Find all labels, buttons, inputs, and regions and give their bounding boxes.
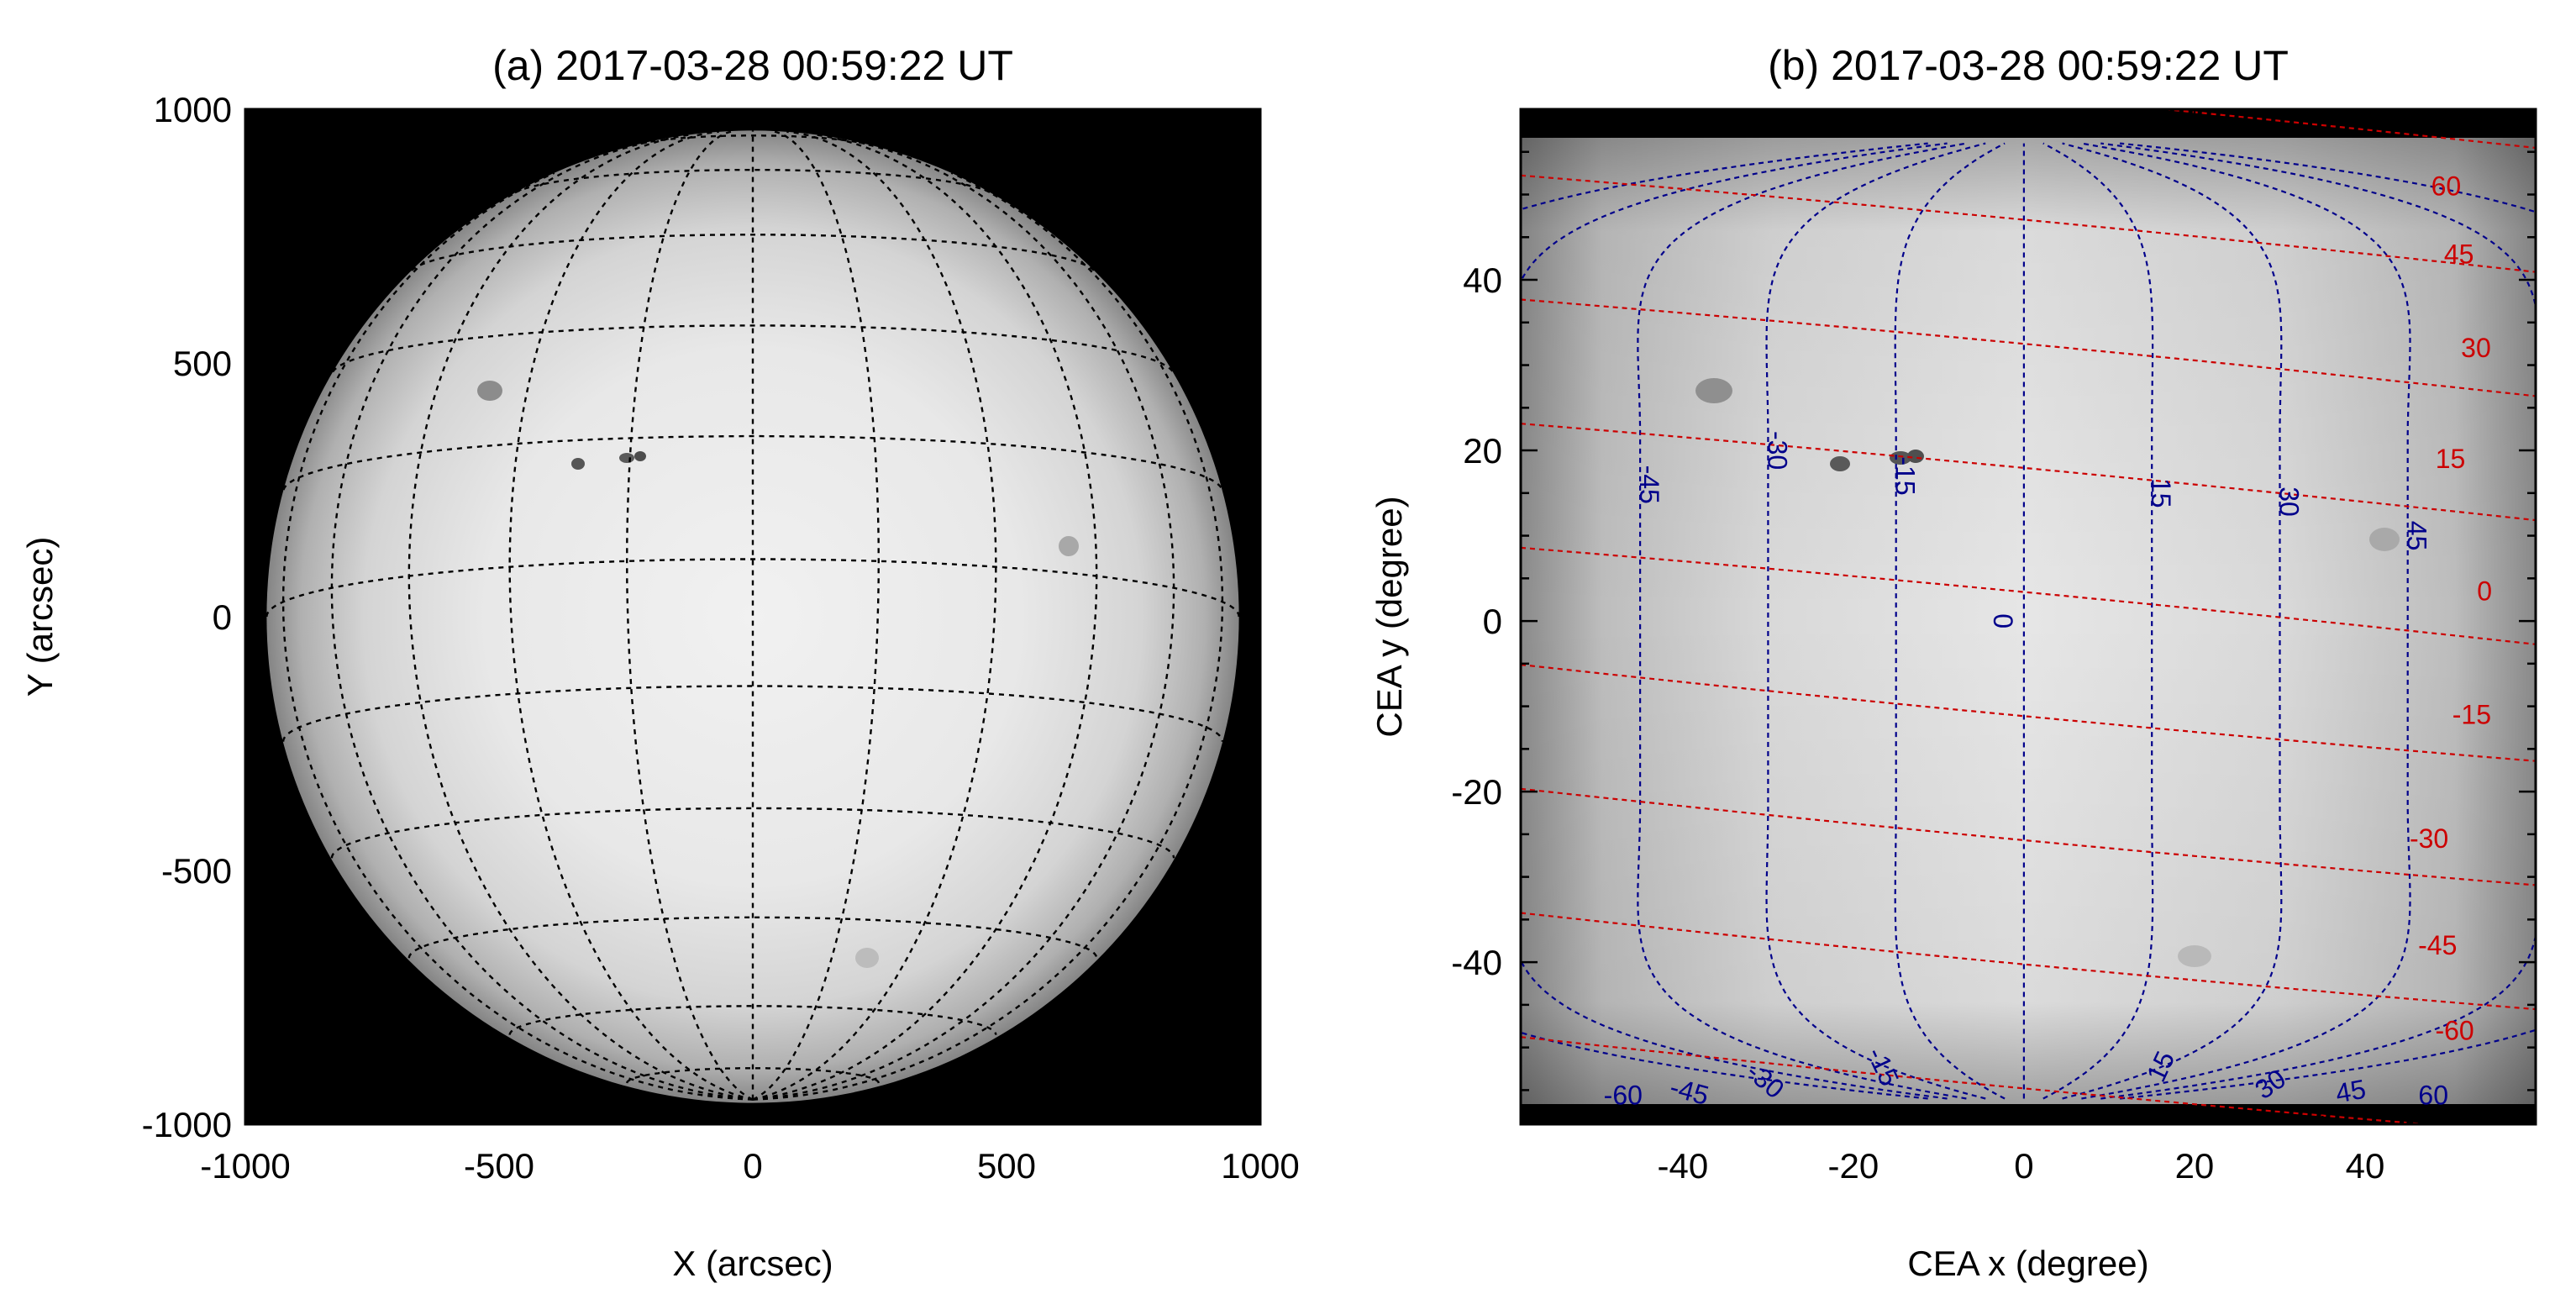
- cea-bottom-band: [1521, 1104, 2536, 1124]
- y-tick-label: -20: [1451, 772, 1502, 812]
- longitude-line: [752, 171, 1224, 1101]
- longitude-line: [752, 133, 1098, 1101]
- latitude-contour-label: 60: [2431, 171, 2462, 201]
- latitude-contour-label: 45: [2444, 239, 2474, 270]
- sun-disk: [266, 130, 1239, 1103]
- x-tick-label: -500: [464, 1146, 534, 1186]
- panel-a-ylabel: Y (arcsec): [20, 537, 60, 697]
- latitude-line: [640, 134, 865, 145]
- longitude-contour: [2081, 142, 2411, 1100]
- panel-b-xlabel: CEA x (degree): [1907, 1244, 2148, 1283]
- sunspot: [1907, 450, 1924, 463]
- latitude-contour: [1521, 664, 2536, 762]
- cea-map-shading: [1521, 109, 2536, 1124]
- y-tick-label: 40: [1463, 260, 1502, 300]
- sunspot: [1695, 378, 1732, 403]
- latitude-contour-label: 0: [2477, 576, 2492, 607]
- y-tick-label: -500: [161, 851, 232, 891]
- cea-top-band: [1521, 109, 2536, 138]
- longitude-contour-label: 15: [2146, 478, 2176, 508]
- latitude-line: [330, 807, 1175, 859]
- latitude-contour-label: -30: [2410, 823, 2448, 854]
- y-tick-label: -40: [1451, 943, 1502, 982]
- cea-sunspots: [1695, 378, 2400, 967]
- longitude-contour: [1894, 142, 2006, 1100]
- latitude-line: [411, 234, 1095, 271]
- longitude-contour-label: -60: [1604, 1081, 1643, 1111]
- panel-a-ticks: -1000 -500 0 500 1000 1000 500 0 -500 -1000: [142, 90, 1300, 1186]
- longitude-line: [407, 133, 754, 1101]
- x-tick-label: 0: [743, 1146, 762, 1186]
- panel-a-xlabel: X (arcsec): [672, 1244, 833, 1283]
- latitude-contour: [1521, 174, 2536, 273]
- sunspots: [477, 381, 1079, 968]
- sunspot: [571, 458, 585, 470]
- longitude-contour-label: 45: [2402, 521, 2432, 551]
- sunspot: [855, 948, 879, 968]
- sunspot: [1830, 456, 1850, 471]
- panel-b-title: (b) 2017-03-28 00:59:22 UT: [1768, 42, 2289, 89]
- latitude-contour-label: -60: [2435, 1015, 2473, 1045]
- longitude-contour-label: -30: [1762, 431, 1792, 470]
- y-tick-label: 0: [213, 597, 232, 637]
- y-tick-label: 0: [1483, 602, 1502, 641]
- y-tick-label: 500: [173, 344, 232, 383]
- sunspot: [619, 453, 634, 463]
- latitude-line: [282, 434, 1223, 491]
- longitude-contour: [1637, 142, 1967, 1100]
- latitude-contour: [1521, 546, 2536, 645]
- sunspot: [477, 381, 502, 401]
- sunspot: [634, 451, 646, 461]
- y-tick-label: 1000: [154, 90, 232, 129]
- latitude-contour-label: 30: [2461, 333, 2491, 363]
- longitude-line: [752, 140, 1175, 1101]
- longitude-contour-label: 30: [2274, 486, 2305, 517]
- panel-a: (a) 2017-03-28 00:59:22 UT -1000 -500 0 500…: [20, 42, 1300, 1283]
- latitude-contour: [1521, 912, 2536, 1011]
- sunspot: [2178, 945, 2211, 967]
- latitude-contour: [1521, 298, 2536, 397]
- longitude-line: [281, 171, 754, 1101]
- latitude-contour-label: -15: [2452, 700, 2491, 730]
- longitude-contour-label: -45: [1634, 465, 1664, 504]
- longitude-contour: [2062, 142, 2283, 1100]
- panel-a-title: (a) 2017-03-28 00:59:22 UT: [492, 42, 1013, 89]
- x-tick-label: -1000: [200, 1146, 290, 1186]
- longitude-line: [508, 130, 754, 1101]
- latitude-line: [332, 324, 1174, 373]
- panel-b-frame: [1519, 108, 2537, 1126]
- x-tick-label: 0: [2014, 1146, 2033, 1186]
- longitude-contour: [2042, 142, 2154, 1100]
- latitude-contour: [1521, 423, 2536, 522]
- x-tick-label: 40: [2346, 1146, 2385, 1186]
- y-tick-label: 20: [1463, 431, 1502, 471]
- latitude-line: [407, 916, 1098, 959]
- x-tick-label: 1000: [1221, 1146, 1299, 1186]
- x-tick-label: 500: [977, 1146, 1036, 1186]
- latitude-contour: [1521, 1036, 2437, 1124]
- longitude-line: [330, 140, 754, 1101]
- sunspot: [2369, 528, 2400, 551]
- longitude-contour-label: 45: [2333, 1074, 2368, 1109]
- latitude-contour: [1521, 787, 2536, 886]
- x-tick-label: -40: [1658, 1146, 1709, 1186]
- longitude-contour-label: -15: [1890, 456, 1921, 495]
- panel-b: (b) 2017-03-28 00:59:22 UT -45 -30 -15 0 15 3…: [1369, 42, 2537, 1283]
- latitude-contour-label: 15: [2436, 444, 2466, 474]
- longitude-line: [752, 130, 997, 1101]
- longitude-contour-label: 0: [1988, 613, 2018, 628]
- panel-b-ticks: -40 -20 0 20 40 40 20 0 -20 -40: [1451, 108, 2537, 1186]
- x-tick-label: -20: [1828, 1146, 1879, 1186]
- x-tick-label: 20: [2175, 1146, 2215, 1186]
- panel-b-ylabel: CEA y (degree): [1369, 496, 1409, 737]
- y-tick-label: -1000: [142, 1105, 232, 1144]
- longitude-contour-label: 60: [2418, 1081, 2448, 1111]
- sunspot: [1890, 451, 1911, 465]
- heliographic-grid: [265, 129, 1240, 1101]
- coordinate-contours: [1521, 109, 2536, 1124]
- sunspot: [1059, 536, 1079, 556]
- latitude-contour-label: -45: [2418, 930, 2457, 960]
- longitude-contour: [1765, 142, 1986, 1100]
